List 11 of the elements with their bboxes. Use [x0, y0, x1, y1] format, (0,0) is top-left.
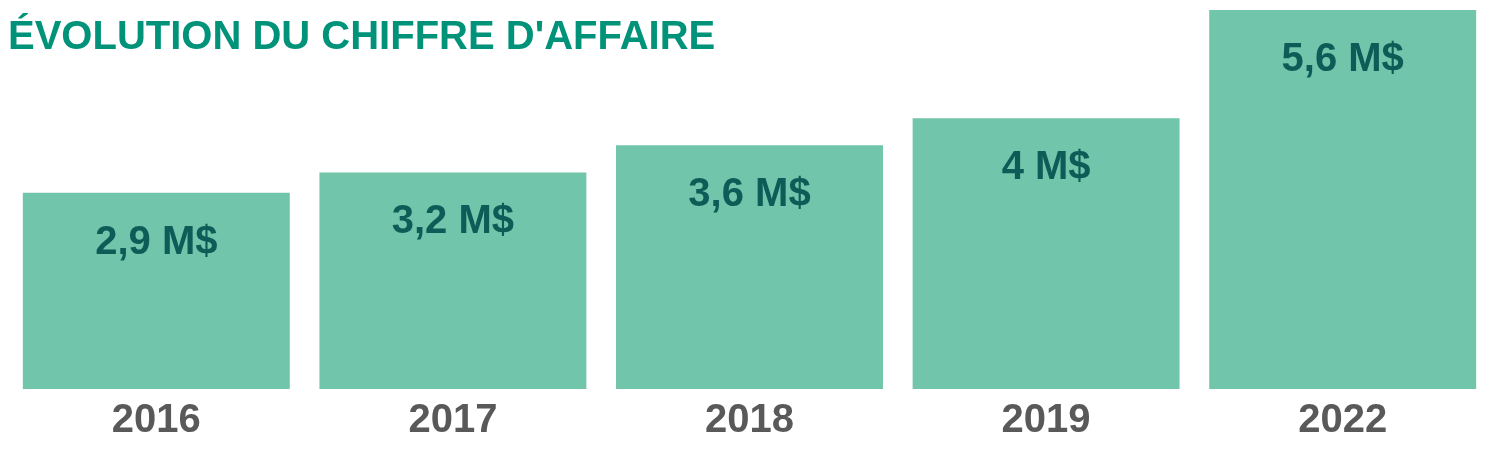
data-label: 5,6 M$	[1281, 35, 1404, 80]
x-tick-label: 2018	[705, 396, 794, 441]
x-tick-label: 2017	[408, 396, 498, 441]
data-label: 3,6 M$	[688, 170, 811, 215]
x-tick-label: 2019	[1001, 396, 1091, 441]
chart-title: ÉVOLUTION DU CHIFFRE D'AFFAIRE	[8, 13, 716, 58]
data-label: 2,9 M$	[95, 217, 218, 262]
x-tick-label: 2022	[1298, 396, 1388, 441]
x-tick-label: 2016	[111, 396, 201, 441]
data-label: 3,2 M$	[391, 197, 515, 242]
data-label: 4 M$	[1001, 143, 1091, 188]
